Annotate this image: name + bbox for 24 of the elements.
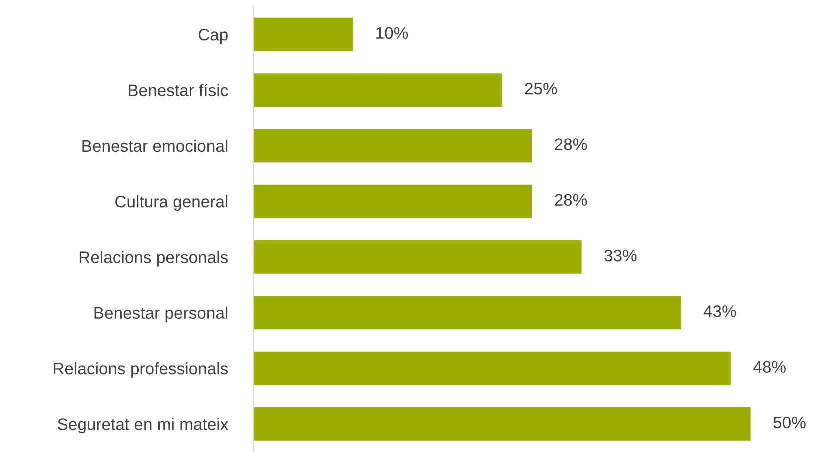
y-tick-label: Relacions professionals bbox=[54, 362, 228, 378]
bar bbox=[254, 74, 502, 107]
data-label: 48% bbox=[754, 361, 786, 373]
data-label: 25% bbox=[525, 82, 558, 95]
bar bbox=[254, 407, 751, 441]
y-tick-label: Benestar emocional bbox=[82, 140, 228, 152]
y-tick-label: Benestar físic bbox=[129, 84, 228, 96]
y-tick-label: Cultura general bbox=[116, 196, 228, 212]
y-tick-label: Seguretat en mi mateix bbox=[58, 418, 228, 434]
data-label: 28% bbox=[555, 138, 588, 150]
data-label: 10% bbox=[376, 27, 408, 40]
bar bbox=[254, 18, 354, 52]
bar bbox=[254, 184, 532, 218]
bar bbox=[254, 352, 731, 386]
y-tick-label: Benestar personal bbox=[94, 306, 228, 322]
data-label: 50% bbox=[774, 416, 806, 429]
bar bbox=[254, 129, 532, 163]
data-label: 28% bbox=[555, 194, 588, 206]
y-tick-label: Relacions personals bbox=[80, 251, 228, 267]
bar bbox=[254, 296, 682, 330]
data-label: 33% bbox=[604, 250, 637, 262]
y-tick-label: Cap bbox=[198, 29, 228, 44]
bar bbox=[254, 240, 582, 274]
data-label: 43% bbox=[704, 306, 736, 318]
